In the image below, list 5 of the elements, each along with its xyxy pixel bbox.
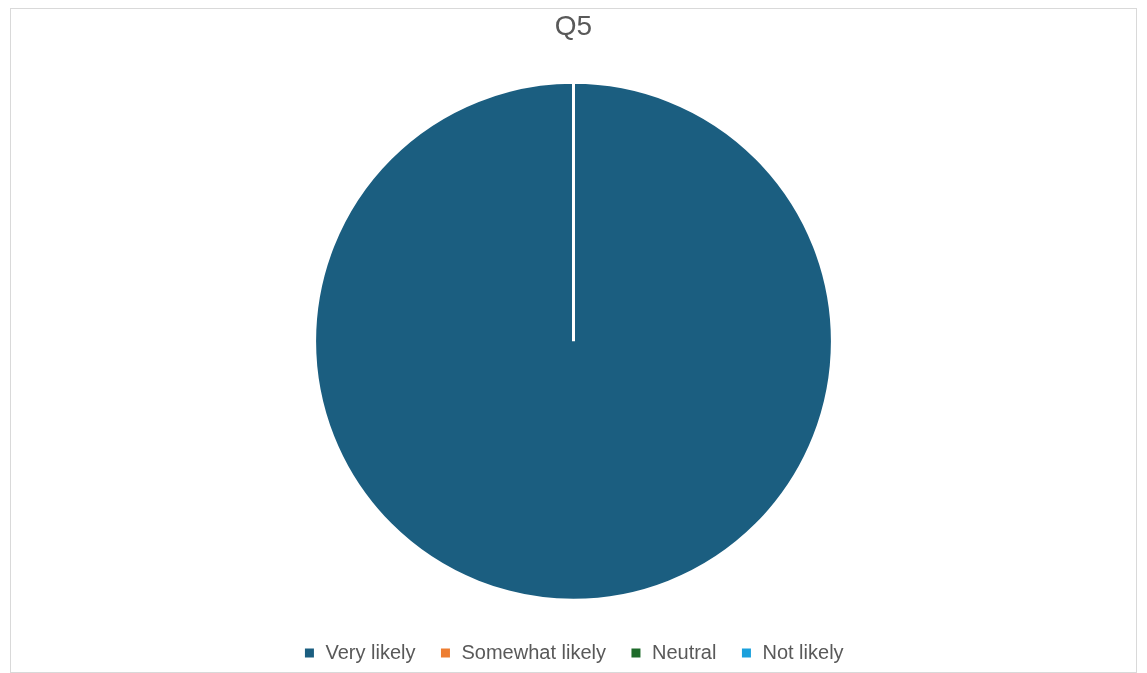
legend-label: Somewhat likely bbox=[461, 640, 606, 663]
legend-label: Not likely bbox=[762, 640, 844, 663]
legend-label: Neutral bbox=[651, 640, 717, 663]
chart-title: Q5 bbox=[554, 9, 593, 41]
legend-label: Very likely bbox=[325, 640, 416, 663]
